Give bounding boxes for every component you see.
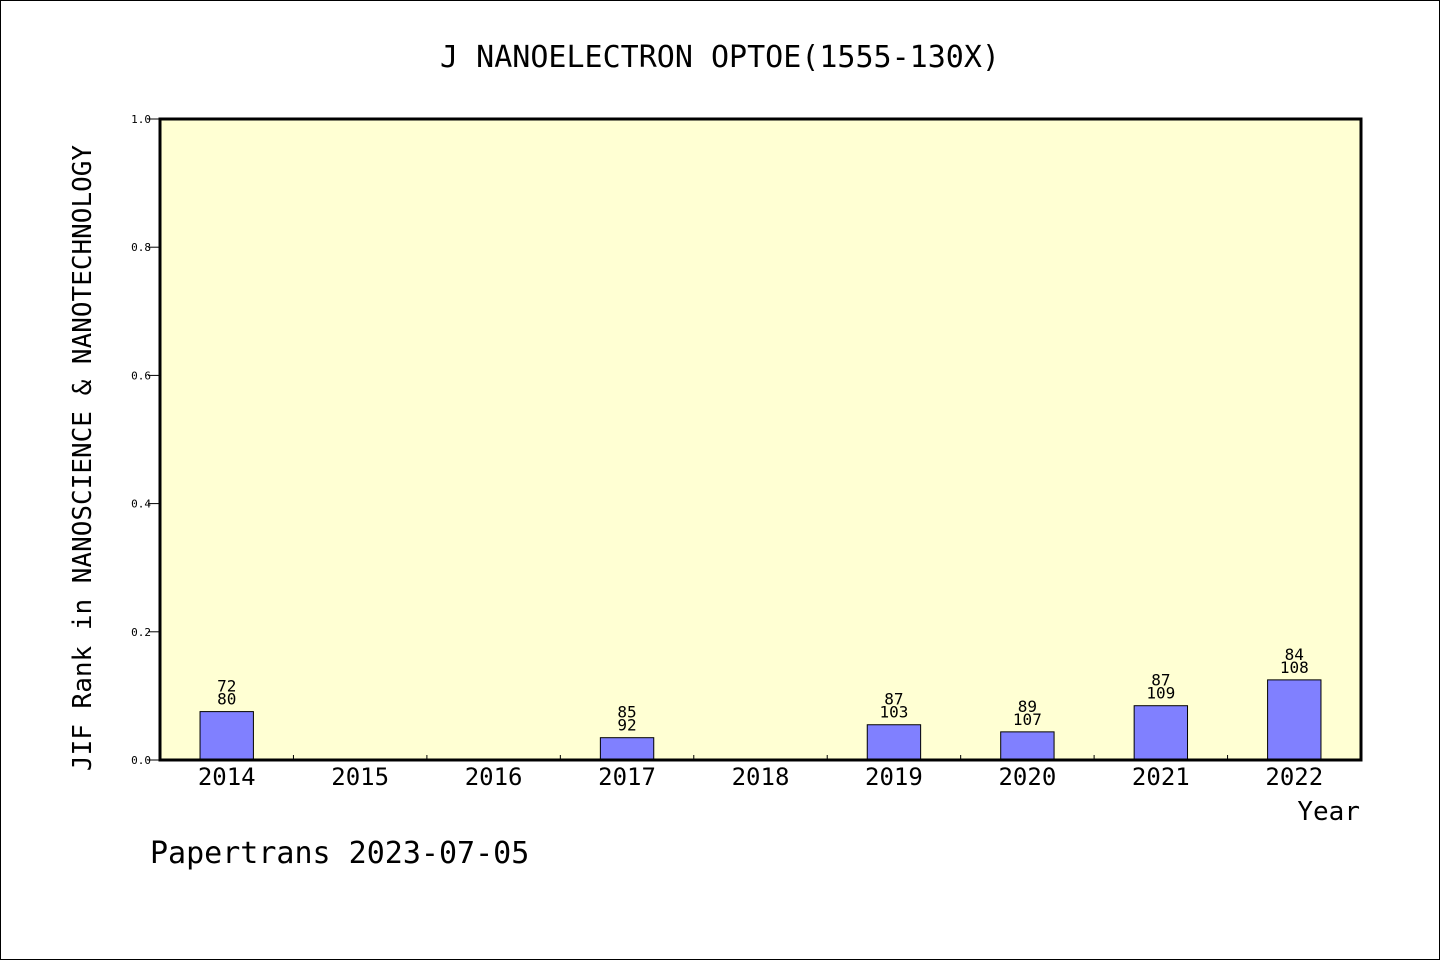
bar-rank-label: 87 xyxy=(1151,671,1170,690)
y-tick-label: 0.8 xyxy=(131,241,151,254)
x-tick-label: 2016 xyxy=(465,763,523,791)
y-tick-label: 0.6 xyxy=(131,369,151,382)
x-axis: 2014 2015 2016 2017 2018 2019 2020 2021 2022 xyxy=(198,755,1323,791)
y-axis-label: JIF Rank in NANOSCIENCE & NANOTECHNOLOGY xyxy=(68,145,98,771)
y-tick-label: 1.0 xyxy=(131,113,151,126)
bar-total-label: 92 xyxy=(617,716,636,735)
bar-rank-label: 84 xyxy=(1285,645,1304,664)
y-tick-label: 0.0 xyxy=(131,754,151,767)
bar-2021 xyxy=(1133,705,1189,761)
bar-2022 xyxy=(1267,679,1322,761)
bar-2020 xyxy=(1000,731,1055,761)
x-tick-label: 2020 xyxy=(998,763,1056,791)
bar-2019 xyxy=(866,724,922,761)
bar-total-label: 109 xyxy=(1146,684,1175,703)
bar-rank-label: 85 xyxy=(617,703,636,722)
bar-rank-label: 72 xyxy=(217,677,236,696)
x-tick-label: 2017 xyxy=(598,763,656,791)
bar-rank-label: 87 xyxy=(884,690,903,709)
y-tick-label: 0.2 xyxy=(131,626,151,639)
bars-group xyxy=(199,679,1322,761)
x-axis-label: Year xyxy=(1297,797,1360,827)
bar-total-label: 80 xyxy=(217,690,236,709)
bar-2014 xyxy=(199,711,254,761)
x-tick-label: 2021 xyxy=(1132,763,1190,791)
bar-2017 xyxy=(599,737,655,761)
bar-total-label: 107 xyxy=(1013,710,1042,729)
x-tick-label: 2018 xyxy=(732,763,790,791)
plot-border xyxy=(158,117,1363,762)
bar-total-label: 103 xyxy=(879,703,908,722)
chart-title: J NANOELECTRON OPTOE(1555-130X) xyxy=(440,40,1000,75)
footer-text: Papertrans 2023-07-05 xyxy=(150,836,529,871)
bar-total-label: 108 xyxy=(1280,658,1309,677)
x-tick-label: 2019 xyxy=(865,763,923,791)
bar-rank-label: 89 xyxy=(1018,697,1037,716)
y-axis: 0.0 0.2 0.4 0.6 0.8 1.0 xyxy=(131,113,160,767)
plot-area xyxy=(160,119,1361,760)
x-tick-label: 2015 xyxy=(331,763,389,791)
y-tick-label: 0.4 xyxy=(131,498,151,511)
x-tick-label: 2014 xyxy=(198,763,256,791)
x-tick-label: 2022 xyxy=(1265,763,1323,791)
